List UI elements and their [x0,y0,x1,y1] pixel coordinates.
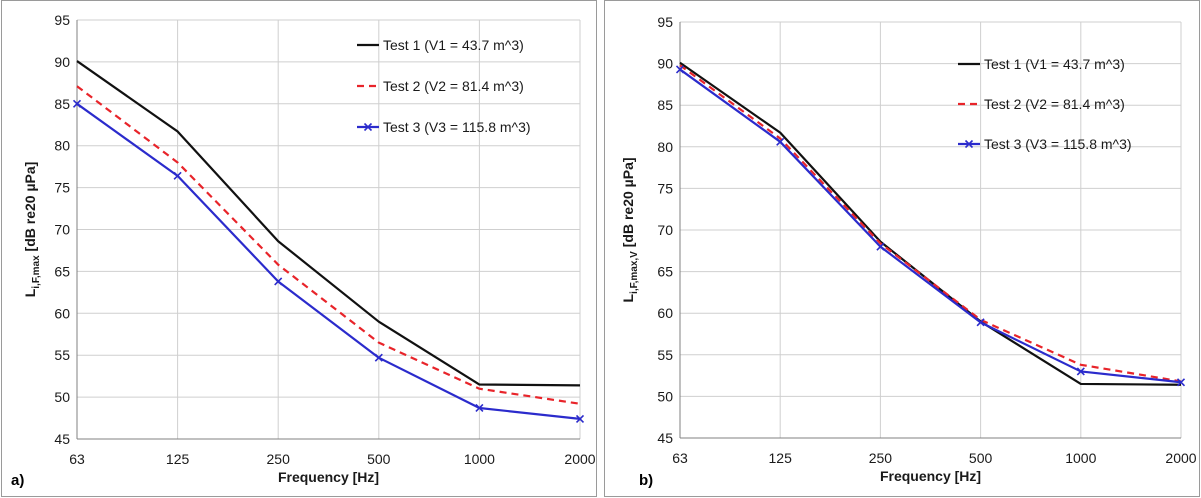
legend-label: Test 1 (V1 = 43.7 m^3) [984,56,1125,72]
x-tick-label: 2000 [564,451,595,467]
y-tick-label: 65 [657,264,673,280]
x-tick-label: 125 [166,451,190,467]
y-tick-label: 60 [657,305,673,321]
y-tick-label: 95 [657,14,673,30]
data-point-marker [976,318,985,327]
data-point-marker [173,171,182,180]
y-tick-label: 45 [54,431,70,447]
grid [679,21,1182,439]
series-line-1 [76,60,581,387]
y-tick-label: 55 [657,347,673,363]
y-tick-label: 75 [54,180,70,196]
data-point-marker [274,277,283,286]
data-point-marker [575,414,585,423]
y-tick-label: 70 [54,222,70,238]
y-tick-label: 75 [657,180,673,196]
series-3 [72,99,585,423]
legend-label: Test 2 (V2 = 81.4 m^3) [984,96,1125,112]
x-tick-label: 63 [69,451,85,467]
data-point-marker [72,99,82,108]
y-tick-label: 60 [54,305,70,321]
y-axis-title: Li,F,max,V [dB re20 µPa] [620,157,640,302]
x-tick-label: 250 [869,450,893,466]
legend-label: Test 3 (V3 = 115.8 m^3) [383,119,531,135]
y-tick-label: 50 [54,389,70,405]
panel-label: a) [11,472,24,489]
data-point-marker [876,242,885,251]
y-tick-label: 95 [54,12,70,28]
legend: Test 1 (V1 = 43.7 m^3) Test 2 (V2 = 81.4 … [357,37,531,135]
chart-panel-a: 45 50 55 60 65 70 75 80 85 90 95 63 125 250 500 1000 200… [1,0,597,497]
x-tick-label: 1000 [1065,450,1096,466]
chart-panel-b: 45 50 55 60 65 70 75 80 85 90 95 63 125 250 500 1000 200… [604,0,1200,497]
data-point-marker [675,65,685,74]
x-tick-label: 250 [267,451,291,467]
y-axis-title: Li,F,max [dB re20 µPa] [22,162,42,298]
x-tick-label: 1000 [464,451,495,467]
series-1 [679,61,1182,386]
series-line-3 [76,102,581,420]
y-tick-label: 85 [657,97,673,113]
y-tick-label: 90 [657,56,673,72]
y-axis-title-rest: [dB re20 µPa] [620,157,636,251]
y-axis-title-main: L [22,288,38,297]
panel-label: b) [639,472,653,489]
x-axis-title: Frequency [Hz] [278,469,379,485]
legend: Test 1 (V1 = 43.7 m^3) Test 2 (V2 = 81.4 … [958,56,1132,152]
x-axis-title: Frequency [Hz] [880,468,981,484]
legend-marker [363,122,373,132]
y-tick-label: 80 [657,139,673,155]
y-axis-title-rest: [dB re20 µPa] [22,162,38,256]
series-line-2 [679,64,1182,383]
y-tick-label: 65 [54,263,70,279]
y-axis-title-subscript: i,F,max [31,255,42,289]
x-tick-label: 500 [969,450,993,466]
y-axis-title-subscript: i,F,max,V [629,251,640,294]
data-point-marker [374,353,383,362]
legend-marker [964,139,974,149]
data-point-marker [776,137,785,146]
series-3 [675,65,1186,387]
series-line-1 [679,61,1182,386]
x-tick-label: 2000 [1165,450,1196,466]
series-line-3 [679,68,1182,384]
series-2 [679,64,1182,383]
y-tick-label: 70 [657,222,673,238]
legend-label: Test 1 (V1 = 43.7 m^3) [383,37,524,53]
data-point-marker [1176,378,1186,387]
chart-svg-b: 45 50 55 60 65 70 75 80 85 90 95 63 125 250 500 1000 200… [620,14,1197,489]
y-tick-label: 50 [657,388,673,404]
data-point-marker [1076,367,1085,376]
y-tick-label: 85 [54,96,70,112]
chart-svg-a: 45 50 55 60 65 70 75 80 85 90 95 63 125 250 500 1000 200… [11,12,596,489]
x-tick-label: 63 [672,450,688,466]
y-tick-label: 90 [54,54,70,70]
x-tick-label: 125 [769,450,793,466]
legend-label: Test 3 (V3 = 115.8 m^3) [984,136,1132,152]
y-tick-label: 45 [657,430,673,446]
legend-label: Test 2 (V2 = 81.4 m^3) [383,78,524,94]
y-tick-label: 80 [54,138,70,154]
y-tick-label: 55 [54,347,70,363]
data-point-marker [475,403,484,413]
series-1 [76,60,581,387]
x-tick-label: 500 [367,451,391,467]
y-axis-title-main: L [620,294,636,303]
